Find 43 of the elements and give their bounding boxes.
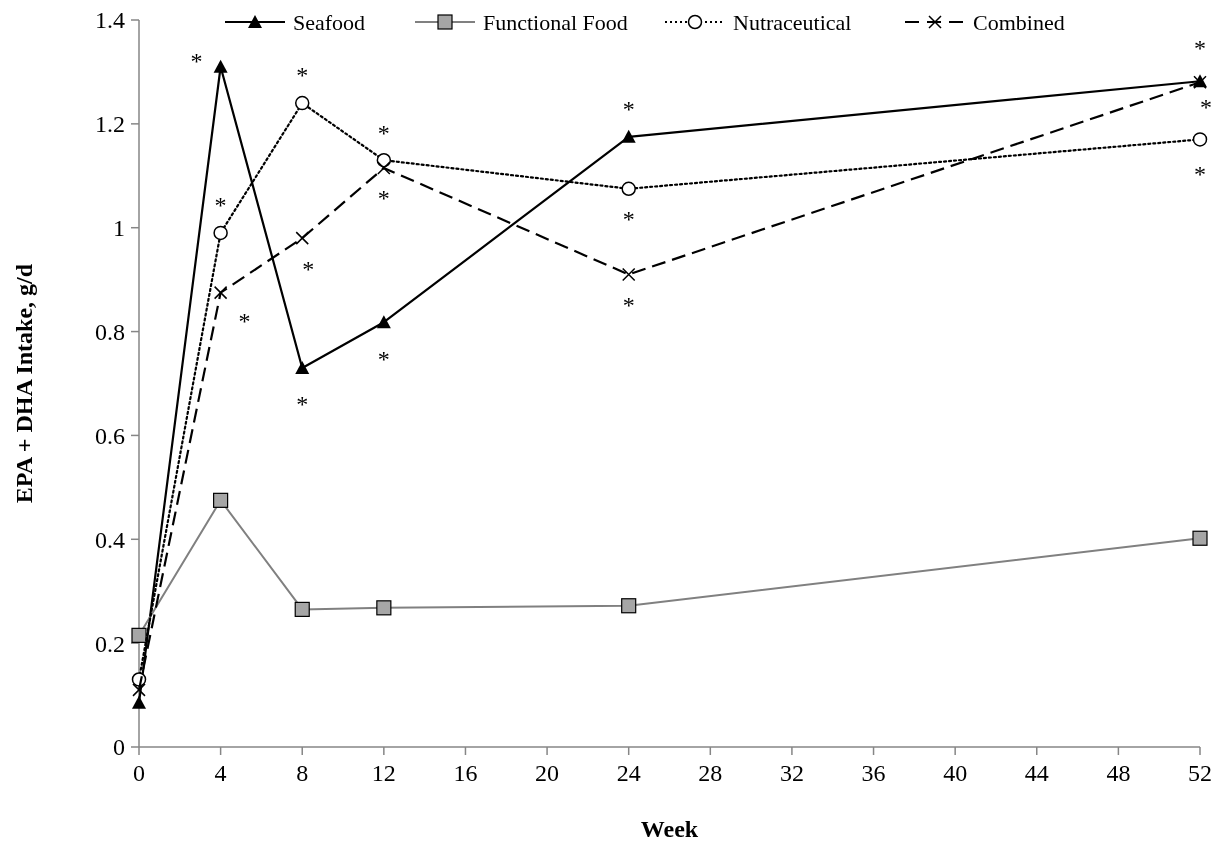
x-tick-label: 40	[943, 760, 968, 786]
annotation: *	[622, 291, 635, 318]
x-tick-label: 52	[1188, 760, 1212, 786]
annotation: *	[1200, 93, 1212, 120]
y-tick-label: 0.2	[95, 630, 125, 657]
annotation: *	[622, 96, 635, 123]
annotation: *	[190, 48, 203, 75]
annotation: *	[377, 185, 390, 212]
y-axis-title: EPA + DHA Intake, g/d	[11, 263, 37, 504]
annotation: *	[296, 391, 309, 418]
y-tick-label: 0	[113, 734, 125, 761]
legend-label: Combined	[973, 9, 1065, 35]
x-tick-label: 32	[779, 760, 804, 786]
x-tick-label: 48	[1106, 760, 1131, 786]
x-tick-label: 20	[535, 760, 560, 786]
y-tick-label: 0.6	[95, 422, 125, 449]
x-tick-label: 24	[616, 760, 641, 786]
x-tick-label: 12	[371, 760, 396, 786]
y-tick-label: 0.4	[95, 526, 125, 553]
annotation: *	[377, 119, 390, 146]
annotation: *	[622, 206, 635, 233]
x-tick-label: 16	[453, 760, 478, 786]
y-tick-label: 1	[113, 215, 125, 242]
y-tick-label: 1.4	[95, 7, 125, 34]
legend-label: Seafood	[293, 9, 366, 35]
x-tick-label: 8	[296, 760, 309, 786]
x-tick-label: 44	[1024, 760, 1049, 786]
annotation: *	[238, 308, 251, 335]
x-tick-label: 36	[861, 760, 886, 786]
annotation: *	[1194, 160, 1206, 187]
x-axis-title: Week	[640, 816, 699, 842]
annotation: *	[302, 255, 315, 282]
x-tick-label: 28	[698, 760, 723, 786]
x-tick-label: 0	[133, 760, 145, 786]
y-tick-label: 0.8	[95, 318, 125, 345]
annotation: *	[296, 62, 309, 89]
annotation: *	[214, 192, 227, 219]
annotation: *	[377, 345, 390, 372]
legend-label: Functional Food	[483, 9, 628, 35]
y-tick-label: 1.2	[95, 111, 125, 138]
legend-label: Nutraceutical	[733, 9, 852, 35]
x-tick-label: 4	[214, 760, 227, 786]
annotation: *	[1194, 34, 1206, 61]
